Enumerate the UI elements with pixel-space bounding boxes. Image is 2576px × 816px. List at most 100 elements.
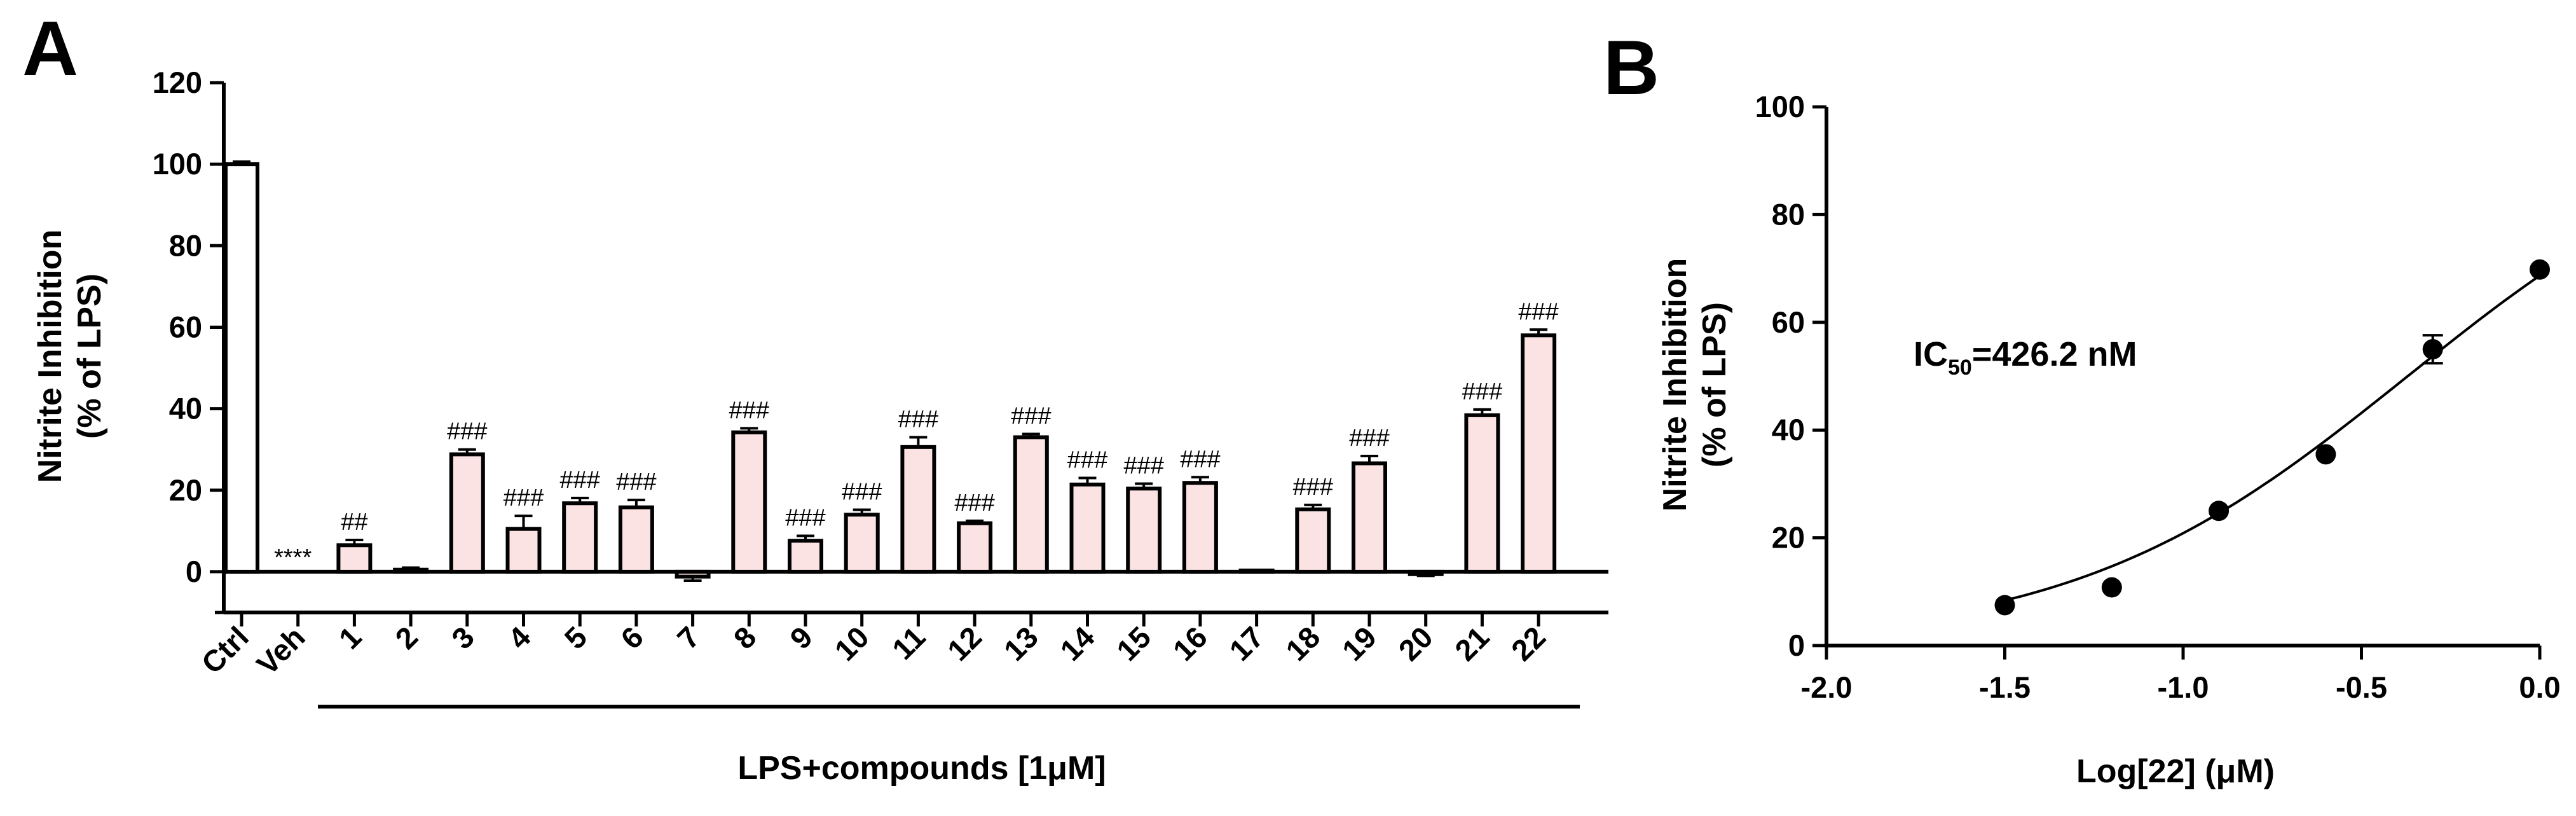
chart-a-annotation: ##	[341, 509, 367, 536]
chart-b-fit-curve	[2004, 274, 2541, 602]
chart-a-xtick-label: 12	[941, 620, 988, 667]
chart-a-annotation: ###	[898, 406, 938, 432]
chart-a-annotation: ###	[729, 397, 769, 424]
chart-b-xlabel: Log[22] (μM)	[2076, 753, 2275, 790]
chart-b-xtick-label: -1.0	[2158, 670, 2209, 704]
ic50-prefix: IC	[1914, 335, 1948, 373]
chart-b-ytick-label: 40	[1772, 413, 1805, 446]
chart-a-bar	[1521, 333, 1557, 574]
chart-b-ytick-label: 0	[1788, 628, 1805, 662]
chart-b-y-title: Nitrite Inhibition (% of LPS)	[1657, 258, 1733, 512]
panel-label-b: B	[1603, 24, 1659, 111]
chart-a-bar	[1295, 507, 1331, 574]
chart-a-annotation: ###	[616, 469, 656, 495]
chart-a-xtick-label: 19	[1336, 620, 1383, 667]
chart-a-xtick-label: 2	[388, 620, 424, 656]
chart-a-xtick-label: 7	[671, 620, 706, 656]
chart-a-bar	[562, 501, 598, 574]
chart-a-bar	[618, 505, 654, 574]
chart-a-annotation: ###	[447, 418, 487, 445]
chart-a-annotation: ###	[1293, 474, 1333, 501]
chart-b-data-point	[2315, 444, 2336, 465]
chart-a-annotation: ###	[785, 505, 825, 532]
chart-a-bar	[1464, 413, 1500, 574]
chart-a-annotation: ###	[954, 490, 994, 516]
chart-a-bar	[788, 539, 823, 574]
ic50-subscript: 50	[1948, 356, 1972, 380]
chart-a-ylabel-line1: Nitrite Inhibition	[32, 230, 69, 483]
chart-a-xtick-label: 17	[1223, 620, 1270, 667]
chart-b-ylabel-line1: Nitrite Inhibition	[1657, 258, 1694, 512]
chart-a-bar	[675, 569, 711, 579]
chart-b-ytick-label: 60	[1772, 305, 1805, 339]
chart-a-xtick-label: 9	[783, 620, 819, 656]
chart-a-annotation: ****	[274, 544, 312, 571]
chart-a-xtick-label: 4	[502, 620, 537, 656]
panel-label-a: A	[22, 5, 78, 92]
chart-b-data-point	[2530, 259, 2550, 280]
chart-a-ytick-label: 100	[153, 147, 202, 181]
chart-a-ytick-label: 120	[153, 66, 202, 99]
chart-a-xtick-label: 14	[1053, 620, 1100, 667]
chart-b-data-point	[2101, 577, 2122, 598]
chart-a-annotation: ###	[559, 467, 599, 494]
chart-b-ytick-label: 100	[1755, 90, 1805, 123]
chart-a-bar	[393, 567, 429, 574]
chart-b-xtick-label: -0.5	[2336, 670, 2387, 704]
chart-a-ytick-label: 60	[169, 310, 202, 343]
chart-a-bar	[1408, 569, 1444, 576]
chart-a-annotation: ###	[1011, 403, 1051, 429]
chart-a-xtick-label: 15	[1110, 620, 1157, 667]
chart-a-ytick-label: 80	[169, 228, 202, 262]
chart-a-xtick-label: 13	[997, 620, 1044, 667]
chart-a-xtick-label: 8	[727, 620, 762, 656]
chart-b-data-point	[1994, 595, 2015, 616]
chart-b-ytick-label: 80	[1772, 197, 1805, 231]
chart-a-bar	[1069, 482, 1106, 574]
chart-a-xtick-label: 22	[1505, 620, 1552, 667]
chart-b-xtick-label: 0.0	[2519, 670, 2560, 704]
chart-a-y-title: Nitrite Inhibition (% of LPS)	[32, 230, 108, 483]
chart-a-bar	[505, 527, 542, 574]
chart-a-xtick-label: 1	[332, 620, 368, 656]
chart-a-xtick-label: 3	[445, 620, 481, 656]
chart-a-annotation: ###	[1518, 298, 1558, 325]
chart-a-xtick-label: 10	[828, 620, 875, 667]
chart-b-ytick-label: 20	[1772, 521, 1805, 555]
chart-a-ytick-label: 40	[169, 392, 202, 425]
chart-a-bar	[449, 452, 485, 574]
chart-a-bar	[1126, 487, 1162, 574]
chart-a-xtick-label: 16	[1167, 620, 1214, 667]
chart-a-ytick-label: 20	[169, 473, 202, 507]
chart-b-plot: 0 20 40 60 80 100 -2.0 -1.5 -1.0 -0.5 0.0	[1755, 90, 2561, 704]
ic50-value: =426.2 nM	[1972, 335, 2137, 373]
chart-a-annotation: ###	[1067, 447, 1107, 474]
chart-b-xtick-label: -1.5	[1979, 670, 2031, 704]
chart-a-xtick-label: 20	[1392, 620, 1439, 667]
chart-b-data-point	[2209, 501, 2230, 522]
chart-b-data-point	[2422, 339, 2443, 360]
chart-a-bar	[1013, 435, 1049, 574]
chart-a-bar	[336, 543, 373, 574]
chart-a-xtick-label: Ctrl	[195, 620, 255, 681]
chart-a-xtick-label: 18	[1279, 620, 1326, 667]
chart-a-xtick-label: 6	[614, 620, 650, 656]
chart-a-xtick-label: Veh	[250, 620, 312, 682]
chart-a-annotation: ###	[1123, 453, 1163, 480]
chart-a-ylabel-line2: (% of LPS)	[71, 273, 108, 439]
ic50-annotation: IC50=426.2 nM	[1914, 335, 2137, 380]
chart-a-xtick-label: 5	[558, 620, 593, 656]
chart-a-bar	[1182, 481, 1218, 574]
chart-a-annotation: ###	[504, 485, 544, 511]
chart-a-bar	[1352, 461, 1387, 574]
chart-a-xlabel: LPS+compounds [1μM]	[737, 750, 1106, 787]
chart-a-annotation: ###	[1349, 425, 1389, 452]
chart-a-annotation: ###	[842, 479, 882, 506]
chart-a-bar	[900, 445, 936, 574]
chart-a-ytick-label: 0	[186, 555, 202, 588]
chart-a-bar	[844, 513, 880, 574]
chart-a-annotation: ###	[1462, 378, 1502, 405]
chart-a-bar	[224, 162, 259, 574]
